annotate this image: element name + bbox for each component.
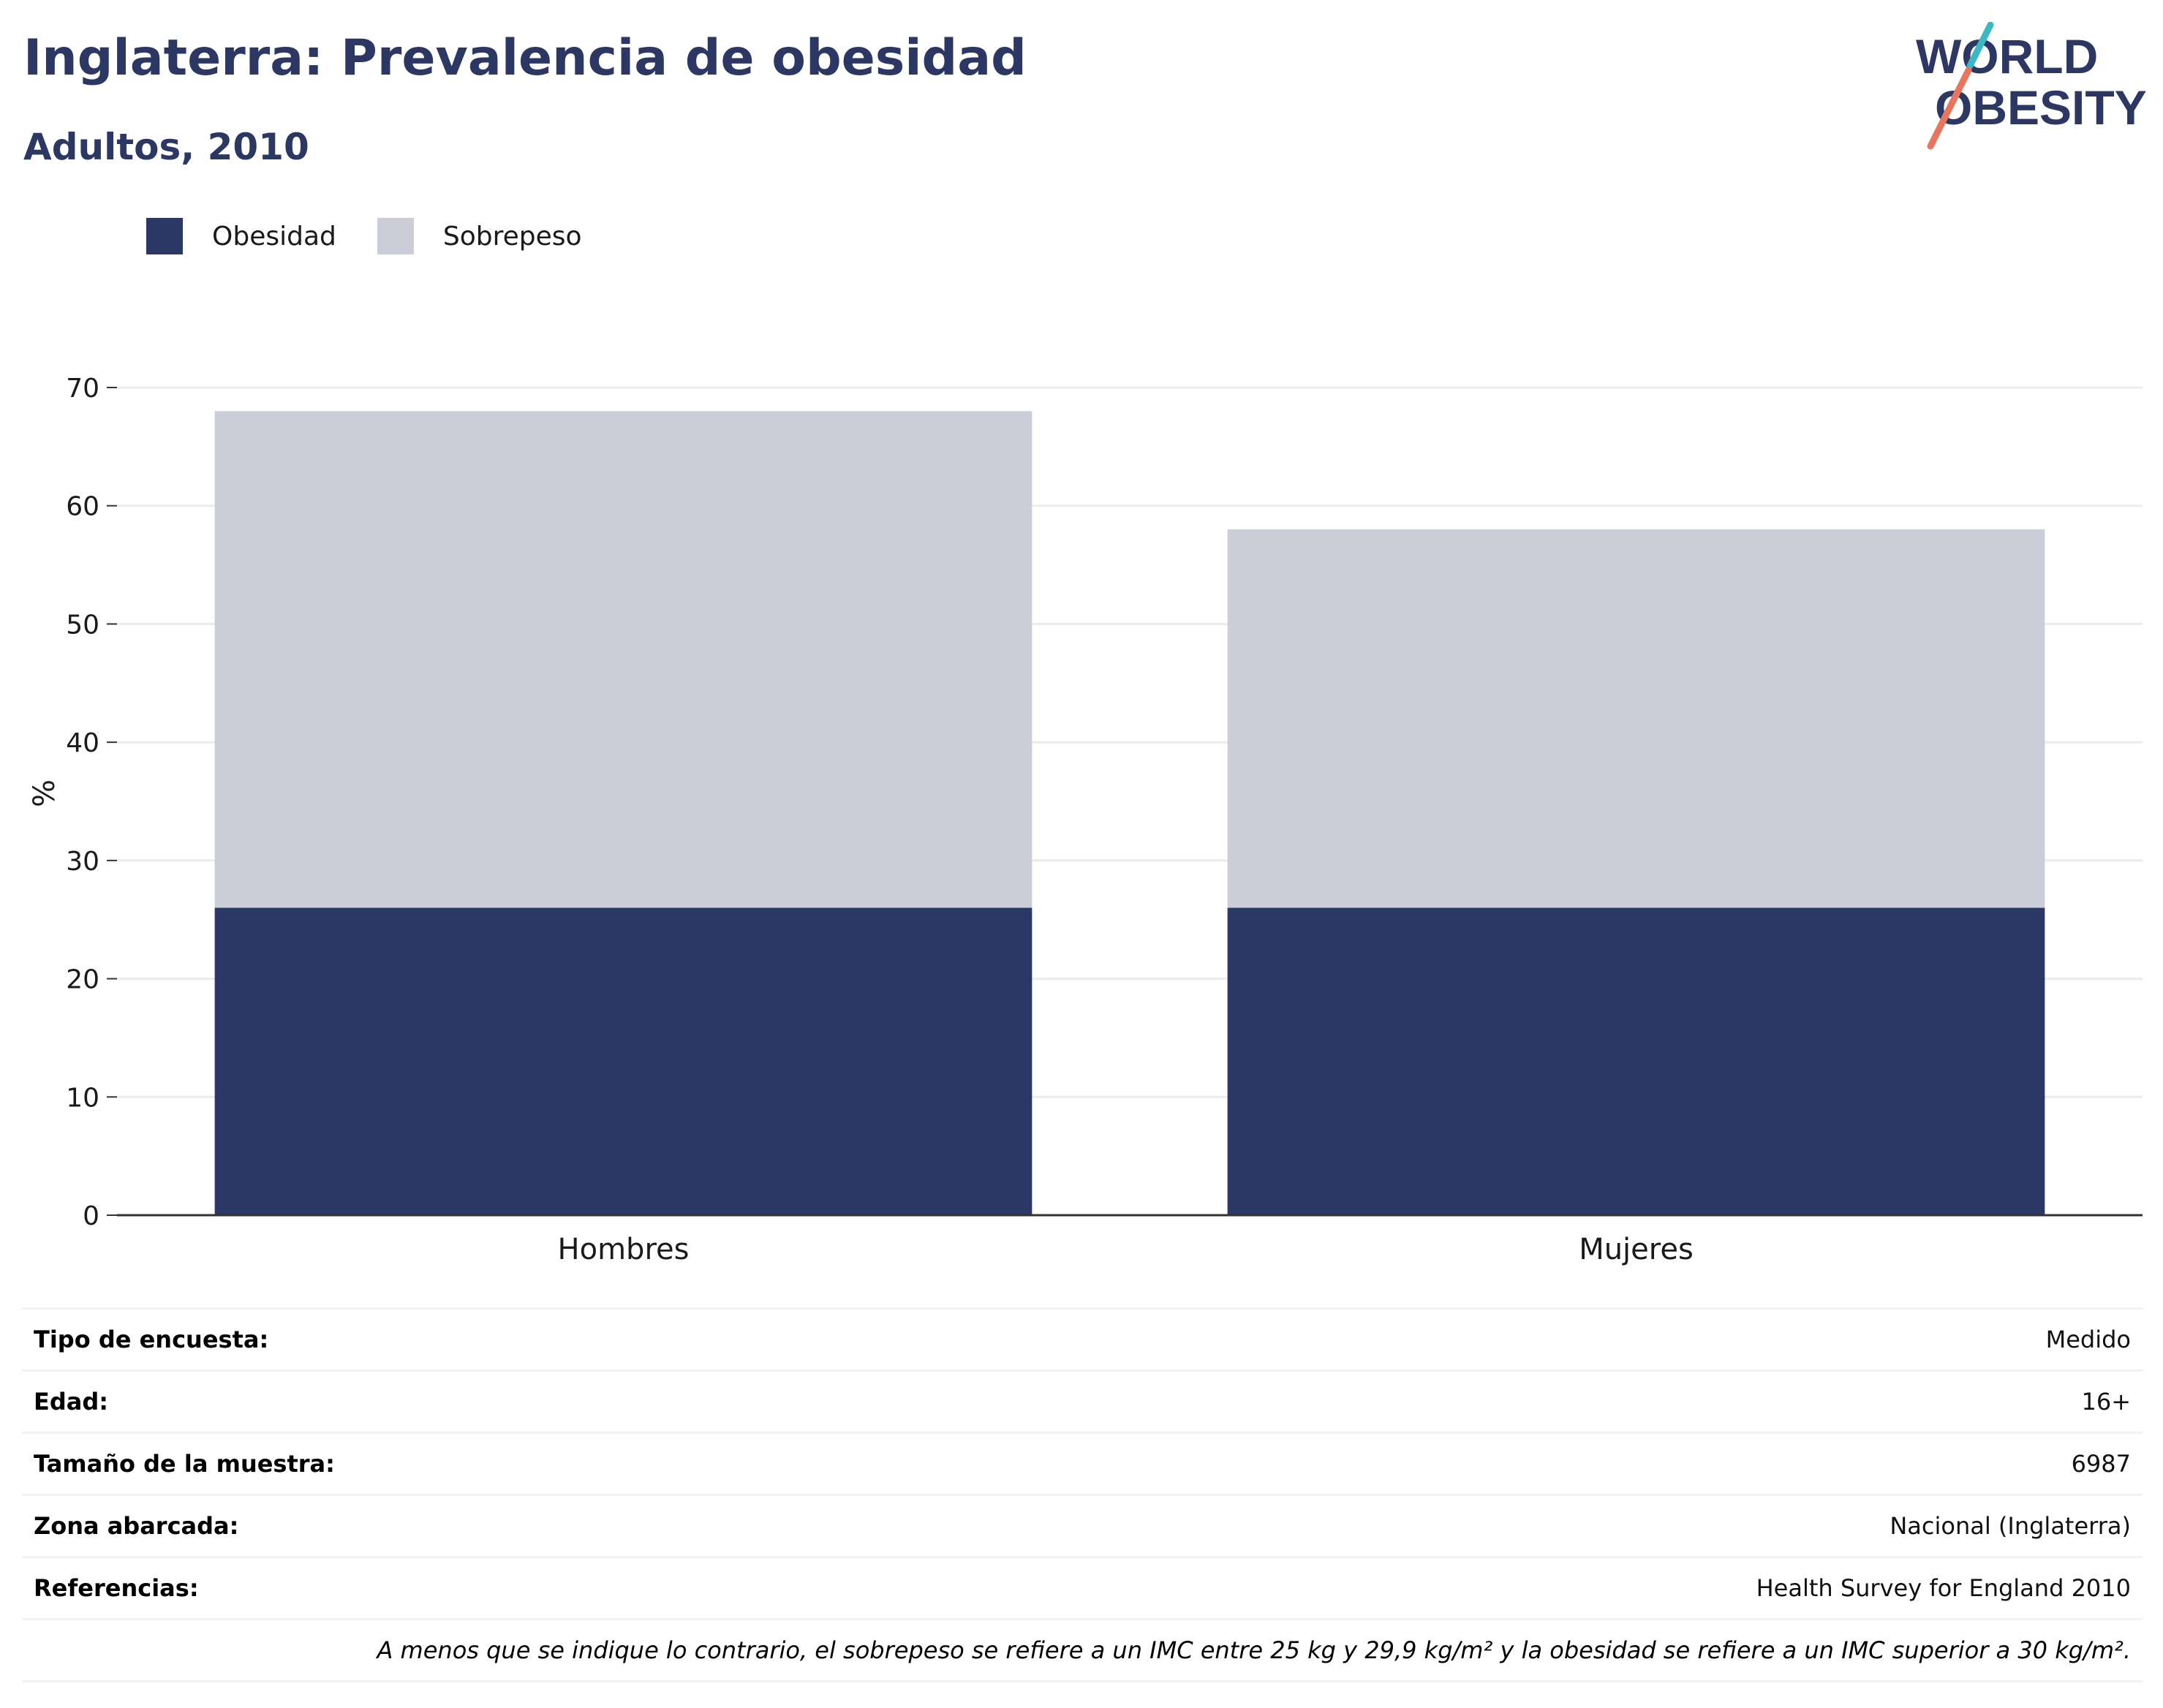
logo-line1: WORLD	[1916, 29, 2098, 83]
bar-sobrepeso-mujeres	[1227, 529, 2045, 908]
y-tick-label: 0	[83, 1201, 99, 1231]
info-value: 16+	[2081, 1388, 2131, 1416]
logo-line2: OBESITY	[1935, 80, 2147, 135]
x-tick-label: Hombres	[558, 1233, 690, 1266]
info-row-survey-type: Tipo de encuesta: Medido	[22, 1307, 2143, 1369]
stacked-bar-chart: 0 10 20 30 40 50 60 70% Hombres Mujeres	[28, 374, 2143, 1266]
legend-item-sobrepeso[interactable]: Sobrepeso	[377, 218, 582, 254]
info-row-references: Referencias: Health Survey for England 2…	[22, 1556, 2143, 1618]
legend-label-obesidad: Obesidad	[212, 221, 336, 252]
y-tick-label: 30	[66, 847, 99, 877]
info-row-age: Edad: 16+	[22, 1369, 2143, 1432]
bar-obesidad-mujeres	[1227, 907, 2045, 1215]
chart-subtitle: Adultos, 2010	[23, 126, 309, 168]
y-tick-label: 10	[66, 1083, 99, 1113]
info-value: Nacional (Inglaterra)	[1890, 1512, 2131, 1540]
chart-legend: Obesidad Sobrepeso	[146, 218, 623, 254]
info-value: Medido	[2045, 1326, 2131, 1353]
info-value: Health Survey for England 2010	[1756, 1574, 2131, 1602]
y-axis-label: %	[28, 779, 61, 807]
info-label: Tipo de encuesta:	[34, 1326, 269, 1353]
info-label: Zona abarcada:	[34, 1512, 239, 1540]
logo-slash-coral	[1927, 67, 1972, 150]
bar-obesidad-hombres	[214, 907, 1033, 1215]
y-tick-label: 40	[66, 728, 99, 758]
y-tick-label: 20	[66, 965, 99, 995]
legend-item-obesidad[interactable]: Obesidad	[146, 218, 336, 254]
info-row-area: Zona abarcada: Nacional (Inglaterra)	[22, 1494, 2143, 1556]
legend-swatch-obesidad	[146, 218, 183, 254]
survey-info-table: Tipo de encuesta: Medido Edad: 16+ Tamañ…	[22, 1307, 2143, 1682]
y-tick-label: 70	[66, 374, 99, 404]
info-value: 6987	[2071, 1450, 2131, 1478]
info-label: Referencias:	[34, 1574, 199, 1602]
info-label: Edad:	[34, 1388, 109, 1416]
bar-sobrepeso-hombres	[214, 411, 1033, 908]
world-obesity-logo: WORLD OBESITY	[1916, 22, 2147, 150]
logo-slash-teal	[1966, 22, 1994, 69]
legend-swatch-sobrepeso	[377, 218, 414, 254]
chart-title: Inglaterra: Prevalencia de obesidad	[23, 29, 1027, 87]
info-row-sample-size: Tamaño de la muestra: 6987	[22, 1432, 2143, 1494]
y-tick-label: 60	[66, 492, 99, 522]
legend-label-sobrepeso: Sobrepeso	[442, 221, 582, 252]
bmi-definition-note: A menos que se indique lo contrario, el …	[22, 1618, 2143, 1682]
y-tick-label: 50	[66, 610, 99, 640]
info-label: Tamaño de la muestra:	[34, 1450, 335, 1478]
x-tick-label: Mujeres	[1579, 1233, 1694, 1266]
